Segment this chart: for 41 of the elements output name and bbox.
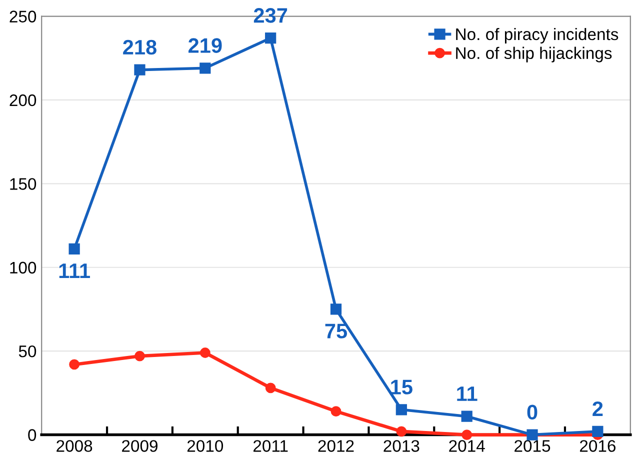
point — [200, 348, 210, 358]
point — [134, 350, 145, 362]
y-tick-label: 0 — [28, 429, 36, 441]
point — [200, 62, 211, 74]
y-tick-label: 150 — [10, 178, 36, 190]
point — [265, 382, 276, 394]
x-tick-label: 2016 — [580, 440, 616, 452]
data-label: 0 — [527, 404, 538, 420]
legend-label: No. of ship hijackings — [456, 46, 612, 62]
point — [462, 430, 472, 440]
x-tick-label: 2014 — [449, 440, 485, 452]
point — [592, 426, 604, 437]
x-tick-label: 2008 — [56, 440, 92, 452]
x-tick-label: 2012 — [318, 440, 354, 452]
x-tick-label: 2010 — [187, 440, 224, 452]
data-label: 218 — [123, 40, 156, 55]
data-label: 15 — [391, 380, 412, 394]
x-tick-label: 2015 — [514, 440, 550, 452]
data-label: 111 — [59, 264, 90, 278]
x-tick-label: 2011 — [253, 440, 288, 452]
y-tick-label: 100 — [10, 262, 36, 274]
point — [396, 404, 407, 416]
y-tick-label: 50 — [18, 345, 36, 358]
point — [330, 406, 342, 417]
point — [69, 359, 80, 370]
y-tick-label: 250 — [10, 10, 36, 22]
point — [396, 426, 407, 437]
point — [265, 32, 276, 44]
point — [68, 243, 80, 255]
point — [330, 304, 342, 315]
data-label: 11 — [457, 386, 478, 401]
y-tick-label: 200 — [10, 94, 36, 106]
x-tick-label: 2013 — [384, 440, 420, 452]
data-label: 75 — [325, 324, 348, 338]
data-label: 2 — [592, 401, 603, 416]
legend-label: No. of piracy incidents — [456, 28, 618, 44]
data-label: 237 — [254, 8, 288, 23]
x-tick-label: 2009 — [122, 440, 158, 452]
data-label: 219 — [188, 38, 222, 53]
point — [134, 64, 146, 76]
point — [461, 410, 472, 422]
